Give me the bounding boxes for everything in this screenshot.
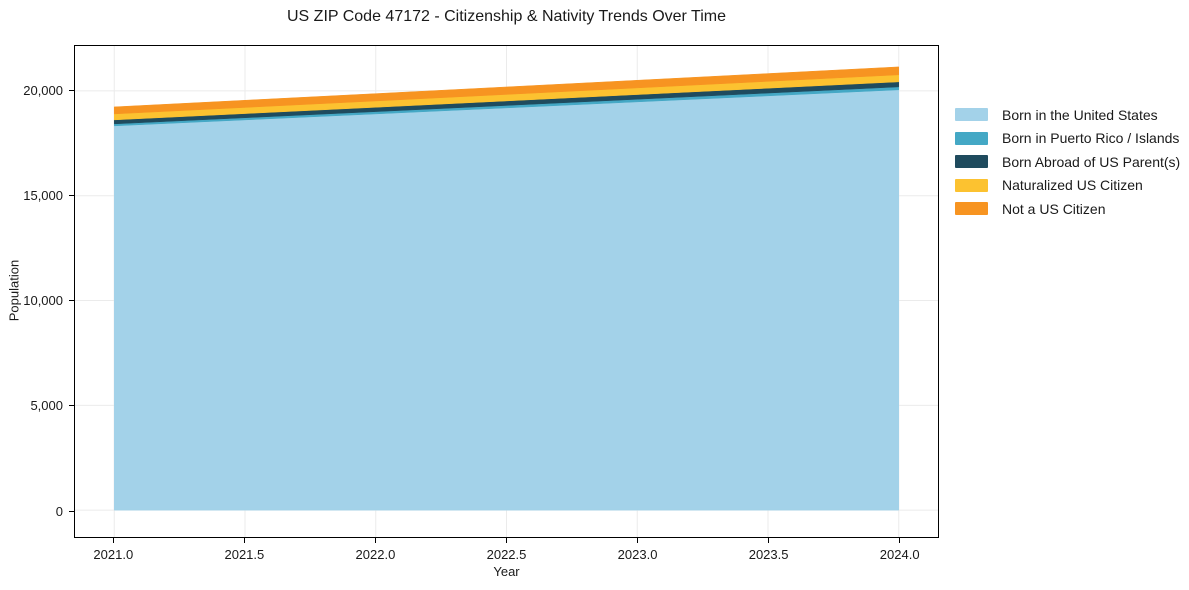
y-tick-mark: [69, 510, 74, 512]
y-tick-mark: [69, 405, 74, 407]
legend-swatch: [955, 155, 988, 169]
x-tick-label: 2023.0: [617, 547, 658, 562]
x-tick-label: 2023.5: [748, 547, 789, 562]
x-tick-label: 2022.0: [355, 547, 396, 562]
legend-item: Naturalized US Citizen: [955, 174, 1180, 198]
y-tick-label: 20,000: [23, 82, 63, 98]
y-tick-mark: [69, 300, 74, 302]
x-tick-mark: [899, 538, 901, 543]
x-axis-label: Year: [493, 564, 520, 579]
legend-label: Born Abroad of US Parent(s): [1002, 153, 1181, 170]
legend-item: Born in the United States: [955, 103, 1180, 127]
plot-area: [74, 45, 939, 538]
y-tick-label: 10,000: [23, 293, 63, 309]
x-tick-mark: [112, 538, 114, 543]
legend-swatch: [955, 131, 988, 145]
legend-swatch: [955, 178, 988, 192]
x-tick-label: 2024.0: [879, 547, 920, 562]
legend-item: Not a US Citizen: [955, 197, 1180, 221]
chart-title: US ZIP Code 47172 - Citizenship & Nativi…: [287, 8, 726, 25]
legend-label: Not a US Citizen: [1002, 200, 1106, 217]
x-tick-mark: [506, 538, 508, 543]
legend-item: Born in Puerto Rico / Islands: [955, 127, 1180, 151]
legend-item: Born Abroad of US Parent(s): [955, 150, 1180, 174]
legend-label: Born in Puerto Rico / Islands: [1002, 130, 1180, 147]
x-tick-label: 2021.0: [93, 547, 134, 562]
legend-swatch: [955, 202, 988, 216]
x-tick-label: 2022.5: [486, 547, 527, 562]
y-tick-label: 5,000: [30, 398, 63, 414]
x-tick-mark: [637, 538, 639, 543]
y-tick-mark: [69, 89, 74, 91]
x-tick-mark: [374, 538, 377, 543]
y-tick-mark: [69, 194, 74, 196]
y-axis-label: Population: [6, 259, 22, 322]
x-tick-mark: [768, 538, 770, 543]
legend-swatch: [955, 108, 988, 122]
legend: Born in the United States Born in Puerto …: [955, 103, 1180, 221]
x-tick-mark: [243, 538, 246, 543]
stacked-area-plot: [75, 46, 938, 537]
y-tick-label: 15,000: [23, 187, 63, 203]
legend-label: Naturalized US Citizen: [1002, 177, 1143, 194]
x-tick-label: 2021.5: [224, 547, 265, 562]
legend-label: Born in the United States: [1002, 106, 1158, 123]
area-series: [113, 66, 900, 115]
area-series: [113, 89, 900, 511]
y-tick-label: 0: [55, 503, 63, 519]
